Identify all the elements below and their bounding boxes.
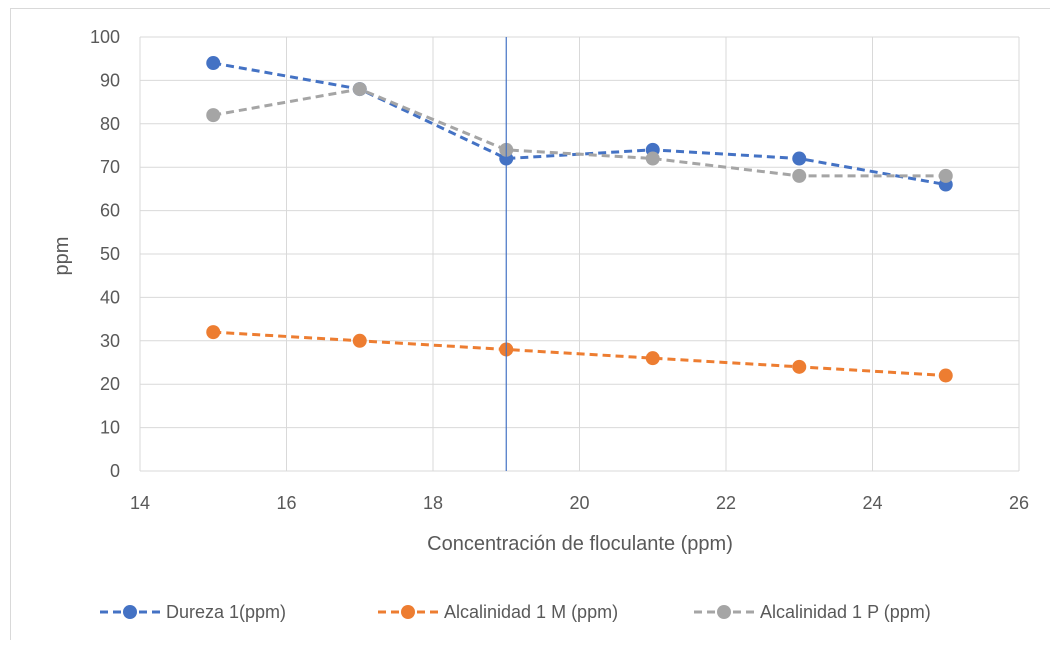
x-tick-label: 16	[276, 493, 296, 513]
data-point	[352, 82, 367, 97]
y-axis-ticks: 0 10 20 30 40 50 60 70 80 90 100	[90, 27, 120, 481]
data-point	[792, 168, 807, 183]
x-axis-ticks: 14 16 18 20 22 24 26	[130, 493, 1029, 513]
chart-frame	[10, 8, 1050, 640]
y-tick-label: 10	[100, 418, 120, 438]
y-tick-label: 70	[100, 157, 120, 177]
legend-label: Dureza 1(ppm)	[166, 602, 286, 622]
series-group	[206, 56, 953, 383]
legend-swatch-marker	[717, 605, 731, 619]
x-tick-label: 24	[862, 493, 882, 513]
y-tick-label: 0	[110, 461, 120, 481]
legend-swatch-marker	[401, 605, 415, 619]
x-tick-label: 18	[423, 493, 443, 513]
data-point	[206, 325, 221, 340]
legend: Dureza 1(ppm) Alcalinidad 1 M (ppm) Alcali…	[100, 602, 931, 622]
data-point	[792, 359, 807, 374]
y-tick-label: 50	[100, 244, 120, 264]
x-tick-label: 20	[569, 493, 589, 513]
series-line-2	[213, 330, 946, 378]
y-tick-label: 20	[100, 374, 120, 394]
data-point	[352, 333, 367, 348]
x-tick-label: 26	[1009, 493, 1029, 513]
y-axis-title: ppm	[51, 237, 73, 276]
data-point	[645, 151, 660, 166]
data-point	[938, 368, 953, 383]
legend-label: Alcalinidad 1 P (ppm)	[760, 602, 931, 622]
data-point	[206, 108, 221, 123]
y-tick-label: 30	[100, 331, 120, 351]
y-tick-label: 90	[100, 70, 120, 90]
y-tick-label: 80	[100, 114, 120, 134]
x-tick-label: 14	[130, 493, 150, 513]
legend-swatch-marker	[123, 605, 137, 619]
x-axis-title: Concentración de floculante (ppm)	[427, 533, 733, 555]
x-tick-label: 22	[716, 493, 736, 513]
data-point	[206, 56, 221, 71]
legend-label: Alcalinidad 1 M (ppm)	[444, 602, 618, 622]
y-tick-label: 40	[100, 287, 120, 307]
y-tick-label: 100	[90, 27, 120, 47]
data-point	[792, 151, 807, 166]
y-tick-label: 60	[100, 201, 120, 221]
grid-lines	[139, 36, 1020, 472]
series-line-3	[212, 87, 946, 178]
data-point	[938, 168, 953, 183]
data-point	[645, 351, 660, 366]
